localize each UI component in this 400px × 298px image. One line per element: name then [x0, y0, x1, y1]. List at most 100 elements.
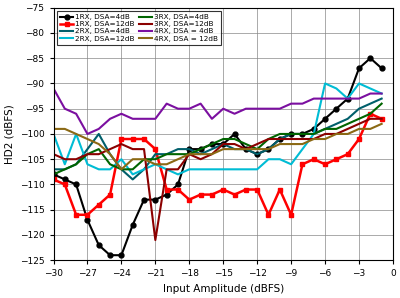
2RX, DSA=4dB [210, 147, 214, 151]
4RX, DSA = 12dB [334, 132, 339, 136]
3RX, DSA=12dB [85, 152, 90, 156]
3RX, DSA=12dB [311, 137, 316, 141]
3RX, DSA=4dB [311, 132, 316, 136]
3RX, DSA=4dB [176, 152, 180, 156]
1RX, DSA=12dB [210, 193, 214, 196]
2RX, DSA=12dB [62, 162, 67, 166]
1RX, DSA=12dB [74, 213, 78, 217]
2RX, DSA=4dB [379, 97, 384, 100]
2RX, DSA=12dB [153, 162, 158, 166]
1RX, DSA=12dB [368, 112, 373, 116]
1RX, DSA=12dB [153, 147, 158, 151]
4RX, DSA = 12dB [108, 152, 112, 156]
2RX, DSA=12dB [357, 82, 362, 85]
1RX, DSA=12dB [379, 117, 384, 121]
3RX, DSA=12dB [176, 167, 180, 171]
2RX, DSA=4dB [345, 117, 350, 121]
1RX, DSA=12dB [119, 137, 124, 141]
2RX, DSA=12dB [51, 132, 56, 136]
3RX, DSA=4dB [51, 173, 56, 176]
2RX, DSA=4dB [334, 122, 339, 126]
4RX, DSA = 4dB [130, 117, 135, 121]
4RX, DSA = 4dB [266, 107, 271, 111]
4RX, DSA = 12dB [379, 122, 384, 126]
4RX, DSA = 12dB [368, 127, 373, 131]
4RX, DSA = 4dB [255, 107, 260, 111]
2RX, DSA=4dB [232, 147, 237, 151]
4RX, DSA = 4dB [62, 107, 67, 111]
1RX, DSA=12dB [255, 188, 260, 191]
1RX, DSA=4dB [266, 147, 271, 151]
4RX, DSA = 12dB [62, 127, 67, 131]
3RX, DSA=4dB [62, 167, 67, 171]
4RX, DSA = 4dB [210, 117, 214, 121]
4RX, DSA = 4dB [164, 102, 169, 105]
4RX, DSA = 4dB [278, 107, 282, 111]
1RX, DSA=12dB [244, 188, 248, 191]
2RX, DSA=4dB [266, 147, 271, 151]
1RX, DSA=4dB [244, 147, 248, 151]
4RX, DSA = 12dB [51, 127, 56, 131]
1RX, DSA=12dB [357, 137, 362, 141]
Y-axis label: HD2 (dBFS): HD2 (dBFS) [4, 104, 14, 164]
3RX, DSA=12dB [187, 152, 192, 156]
1RX, DSA=12dB [221, 188, 226, 191]
4RX, DSA = 12dB [311, 137, 316, 141]
4RX, DSA = 4dB [323, 97, 328, 100]
4RX, DSA = 4dB [244, 107, 248, 111]
2RX, DSA=4dB [74, 162, 78, 166]
2RX, DSA=4dB [198, 152, 203, 156]
4RX, DSA = 12dB [300, 142, 305, 146]
4RX, DSA = 4dB [379, 92, 384, 95]
3RX, DSA=12dB [232, 142, 237, 146]
2RX, DSA=12dB [119, 157, 124, 161]
2RX, DSA=4dB [164, 152, 169, 156]
1RX, DSA=4dB [142, 198, 146, 201]
2RX, DSA=4dB [300, 132, 305, 136]
4RX, DSA = 4dB [74, 112, 78, 116]
2RX, DSA=4dB [368, 102, 373, 105]
2RX, DSA=12dB [255, 167, 260, 171]
3RX, DSA=12dB [221, 142, 226, 146]
2RX, DSA=12dB [164, 167, 169, 171]
3RX, DSA=4dB [323, 127, 328, 131]
4RX, DSA = 12dB [96, 142, 101, 146]
Line: 4RX, DSA = 4dB: 4RX, DSA = 4dB [54, 89, 382, 134]
3RX, DSA=12dB [244, 147, 248, 151]
3RX, DSA=12dB [164, 167, 169, 171]
4RX, DSA = 4dB [153, 117, 158, 121]
3RX, DSA=12dB [210, 152, 214, 156]
3RX, DSA=12dB [357, 122, 362, 126]
2RX, DSA=12dB [85, 162, 90, 166]
1RX, DSA=4dB [153, 198, 158, 201]
3RX, DSA=4dB [187, 152, 192, 156]
4RX, DSA = 4dB [198, 102, 203, 105]
3RX, DSA=4dB [255, 147, 260, 151]
4RX, DSA = 12dB [198, 152, 203, 156]
3RX, DSA=12dB [62, 157, 67, 161]
1RX, DSA=4dB [368, 56, 373, 60]
1RX, DSA=12dB [108, 193, 112, 196]
1RX, DSA=4dB [278, 137, 282, 141]
2RX, DSA=4dB [221, 142, 226, 146]
3RX, DSA=12dB [119, 142, 124, 146]
1RX, DSA=12dB [345, 152, 350, 156]
1RX, DSA=12dB [278, 188, 282, 191]
1RX, DSA=12dB [323, 162, 328, 166]
2RX, DSA=12dB [300, 147, 305, 151]
3RX, DSA=12dB [142, 147, 146, 151]
Legend: 1RX, DSA=4dB, 1RX, DSA=12dB, 2RX, DSA=4dB, 2RX, DSA=12dB, 3RX, DSA=4dB, 3RX, DSA: 1RX, DSA=4dB, 1RX, DSA=12dB, 2RX, DSA=4d… [57, 11, 221, 44]
1RX, DSA=4dB [300, 132, 305, 136]
2RX, DSA=4dB [130, 178, 135, 181]
3RX, DSA=4dB [74, 162, 78, 166]
4RX, DSA = 12dB [345, 132, 350, 136]
4RX, DSA = 12dB [74, 132, 78, 136]
1RX, DSA=4dB [74, 183, 78, 186]
3RX, DSA=4dB [96, 147, 101, 151]
X-axis label: Input Amplitude (dBFS): Input Amplitude (dBFS) [163, 284, 284, 294]
Line: 1RX, DSA=12dB: 1RX, DSA=12dB [51, 111, 384, 217]
4RX, DSA = 4dB [51, 87, 56, 90]
2RX, DSA=4dB [187, 147, 192, 151]
3RX, DSA=12dB [368, 117, 373, 121]
3RX, DSA=4dB [153, 157, 158, 161]
